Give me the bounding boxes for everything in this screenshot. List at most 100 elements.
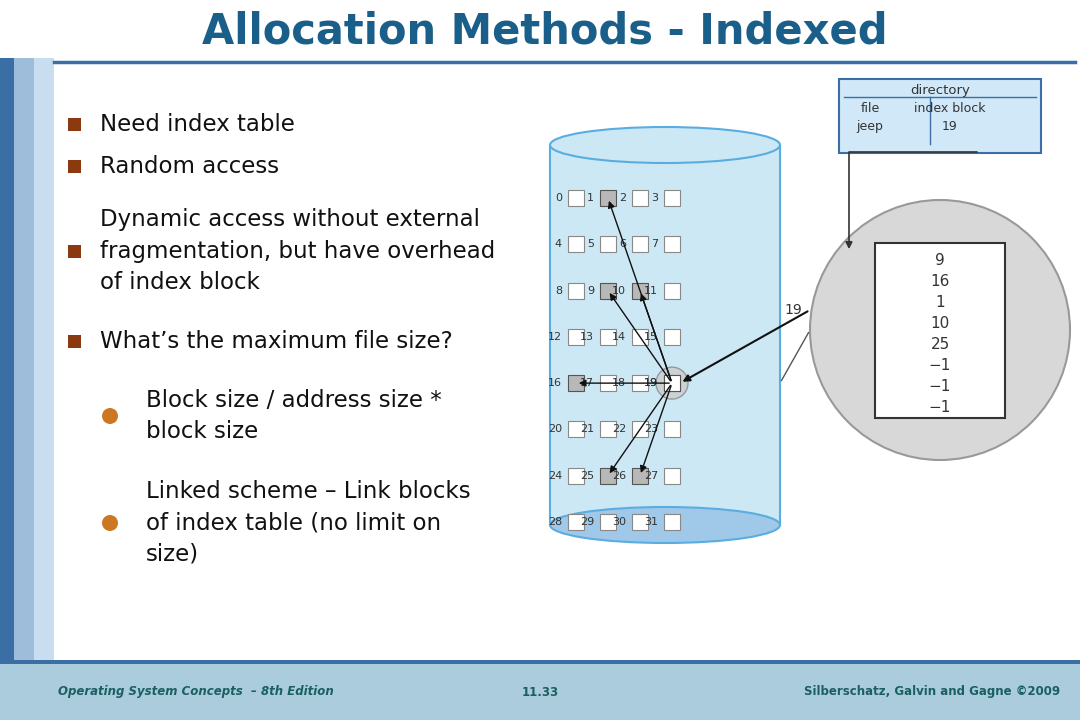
Bar — [632, 329, 648, 345]
Text: 24: 24 — [548, 471, 562, 481]
Text: 27: 27 — [644, 471, 658, 481]
Text: −1: −1 — [929, 358, 951, 373]
Text: 22: 22 — [611, 424, 626, 434]
FancyBboxPatch shape — [33, 58, 54, 662]
Bar — [664, 329, 680, 345]
Text: 25: 25 — [580, 471, 594, 481]
Text: 18: 18 — [612, 378, 626, 388]
Text: 4: 4 — [555, 239, 562, 249]
Circle shape — [810, 200, 1070, 460]
Text: 10: 10 — [930, 316, 949, 331]
Text: 19: 19 — [784, 303, 802, 317]
Text: 9: 9 — [935, 253, 945, 268]
Circle shape — [102, 408, 118, 424]
FancyBboxPatch shape — [68, 335, 81, 348]
Text: 26: 26 — [612, 471, 626, 481]
Text: 12: 12 — [548, 332, 562, 342]
Bar — [600, 375, 616, 391]
Text: 11.33: 11.33 — [522, 685, 558, 698]
Text: file: file — [861, 102, 879, 114]
FancyBboxPatch shape — [0, 662, 1080, 720]
Text: 16: 16 — [930, 274, 949, 289]
Bar — [875, 243, 1005, 418]
Text: 28: 28 — [548, 517, 562, 527]
Text: −1: −1 — [929, 379, 951, 394]
Text: 1: 1 — [588, 193, 594, 203]
Bar — [664, 190, 680, 206]
Text: 19: 19 — [942, 120, 958, 132]
Text: Linked scheme – Link blocks
of index table (no limit on
size): Linked scheme – Link blocks of index tab… — [146, 480, 471, 566]
Bar — [632, 190, 648, 206]
Bar — [664, 375, 680, 391]
Bar — [632, 236, 648, 253]
Circle shape — [656, 367, 688, 399]
Text: 21: 21 — [580, 424, 594, 434]
Text: What’s the maximum file size?: What’s the maximum file size? — [100, 330, 453, 353]
Text: 14: 14 — [612, 332, 626, 342]
FancyBboxPatch shape — [68, 118, 81, 131]
Bar — [600, 329, 616, 345]
Text: 20: 20 — [548, 424, 562, 434]
Bar — [600, 283, 616, 299]
Bar — [568, 190, 584, 206]
Bar — [600, 514, 616, 530]
Ellipse shape — [550, 127, 780, 163]
Text: jeep: jeep — [856, 120, 883, 132]
Text: 2: 2 — [619, 193, 626, 203]
Text: 29: 29 — [580, 517, 594, 527]
Text: Block size / address size *
block size: Block size / address size * block size — [146, 389, 442, 443]
Text: 6: 6 — [619, 239, 626, 249]
FancyBboxPatch shape — [68, 245, 81, 258]
FancyBboxPatch shape — [54, 0, 1080, 62]
Bar — [550, 145, 780, 525]
Bar — [600, 190, 616, 206]
Text: 17: 17 — [580, 378, 594, 388]
Bar — [568, 329, 584, 345]
Bar — [568, 375, 584, 391]
Text: −1: −1 — [929, 400, 951, 415]
Text: 7: 7 — [651, 239, 658, 249]
Text: Dynamic access without external
fragmentation, but have overhead
of index block: Dynamic access without external fragment… — [100, 208, 496, 294]
Bar — [632, 514, 648, 530]
Text: 5: 5 — [588, 239, 594, 249]
Text: 31: 31 — [644, 517, 658, 527]
Text: index block: index block — [915, 102, 986, 114]
Bar — [664, 283, 680, 299]
Text: 13: 13 — [580, 332, 594, 342]
Bar — [568, 467, 584, 484]
Text: 25: 25 — [930, 337, 949, 352]
Text: 30: 30 — [612, 517, 626, 527]
Text: 23: 23 — [644, 424, 658, 434]
Bar — [600, 421, 616, 437]
Text: 16: 16 — [548, 378, 562, 388]
Circle shape — [102, 515, 118, 531]
Bar — [664, 236, 680, 253]
Bar — [632, 467, 648, 484]
Text: 10: 10 — [612, 286, 626, 296]
Text: 9: 9 — [586, 286, 594, 296]
Text: 1: 1 — [935, 295, 945, 310]
Bar — [568, 236, 584, 253]
Bar — [664, 375, 680, 391]
Text: Random access: Random access — [100, 155, 279, 178]
Text: directory: directory — [910, 84, 970, 96]
Text: 15: 15 — [644, 332, 658, 342]
Bar — [632, 421, 648, 437]
Text: 19: 19 — [644, 378, 658, 388]
FancyBboxPatch shape — [0, 58, 14, 662]
Bar — [664, 514, 680, 530]
FancyBboxPatch shape — [839, 79, 1041, 153]
FancyBboxPatch shape — [0, 660, 1080, 664]
Text: Need index table: Need index table — [100, 112, 295, 135]
Text: 0: 0 — [555, 193, 562, 203]
Text: 11: 11 — [644, 286, 658, 296]
Bar — [632, 283, 648, 299]
Bar — [664, 467, 680, 484]
FancyBboxPatch shape — [68, 160, 81, 173]
Bar — [568, 421, 584, 437]
Text: 19: 19 — [644, 378, 658, 388]
Ellipse shape — [550, 507, 780, 543]
Bar — [664, 421, 680, 437]
Bar — [568, 283, 584, 299]
Text: Allocation Methods - Indexed: Allocation Methods - Indexed — [202, 10, 888, 52]
